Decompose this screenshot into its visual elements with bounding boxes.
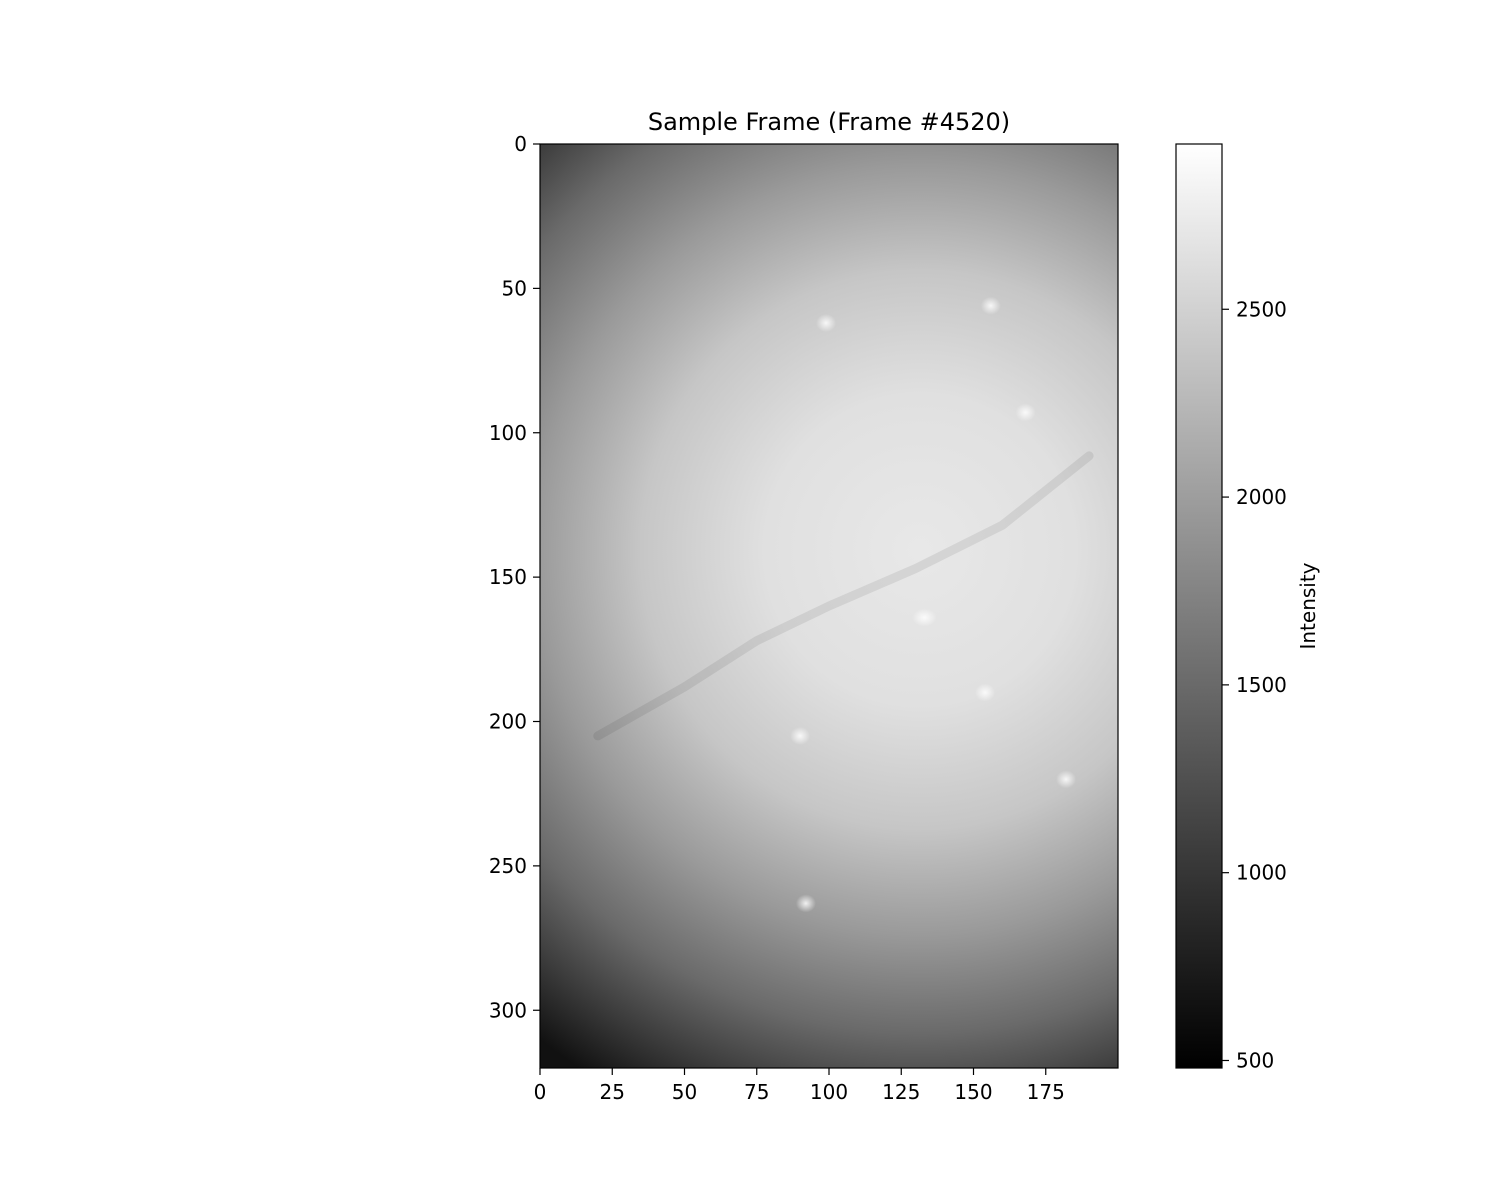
bright-spot (912, 608, 937, 627)
image-background (540, 144, 1118, 1068)
x-tick-label: 75 (744, 1080, 769, 1104)
y-axis: 0 50 100 150 200 250 300 (489, 132, 540, 1022)
x-tick-label: 100 (810, 1080, 848, 1104)
bright-spot (975, 683, 996, 702)
bright-spot (1056, 770, 1076, 789)
bright-spot (1015, 403, 1036, 422)
vessel-line (593, 451, 1094, 741)
x-tick-label: 150 (954, 1080, 992, 1104)
colorbar-label: Intensity (1296, 562, 1320, 649)
y-tick-label: 200 (489, 710, 527, 734)
colorbar-tick-label: 2000 (1236, 485, 1287, 509)
heatmap-image (540, 144, 1118, 1068)
x-tick-label: 125 (882, 1080, 920, 1104)
x-axis: 0 25 50 75 100 125 150 175 (534, 1068, 1065, 1104)
colorbar (1175, 143, 1223, 1069)
bright-spot (795, 894, 816, 913)
colorbar-axis: 500 1000 1500 2000 2500 (1222, 297, 1287, 1072)
y-tick-label: 50 (502, 276, 527, 300)
x-tick-label: 175 (1027, 1080, 1065, 1104)
x-tick-label: 25 (600, 1080, 625, 1104)
x-tick-label: 50 (672, 1080, 697, 1104)
bright-spot (790, 726, 811, 745)
y-tick-label: 0 (514, 132, 527, 156)
chart-title: Sample Frame (Frame #4520) (648, 108, 1010, 136)
x-tick-label: 0 (534, 1080, 547, 1104)
y-tick-label: 250 (489, 854, 527, 878)
bright-spot (816, 314, 837, 332)
bright-spot (980, 296, 1001, 315)
colorbar-tick-label: 500 (1236, 1048, 1274, 1072)
colorbar-tick-label: 2500 (1236, 297, 1287, 321)
colorbar-tick-label: 1500 (1236, 673, 1287, 697)
y-tick-label: 150 (489, 565, 527, 589)
y-tick-label: 100 (489, 421, 527, 445)
colorbar-tick-label: 1000 (1236, 861, 1287, 885)
y-tick-label: 300 (489, 998, 527, 1022)
